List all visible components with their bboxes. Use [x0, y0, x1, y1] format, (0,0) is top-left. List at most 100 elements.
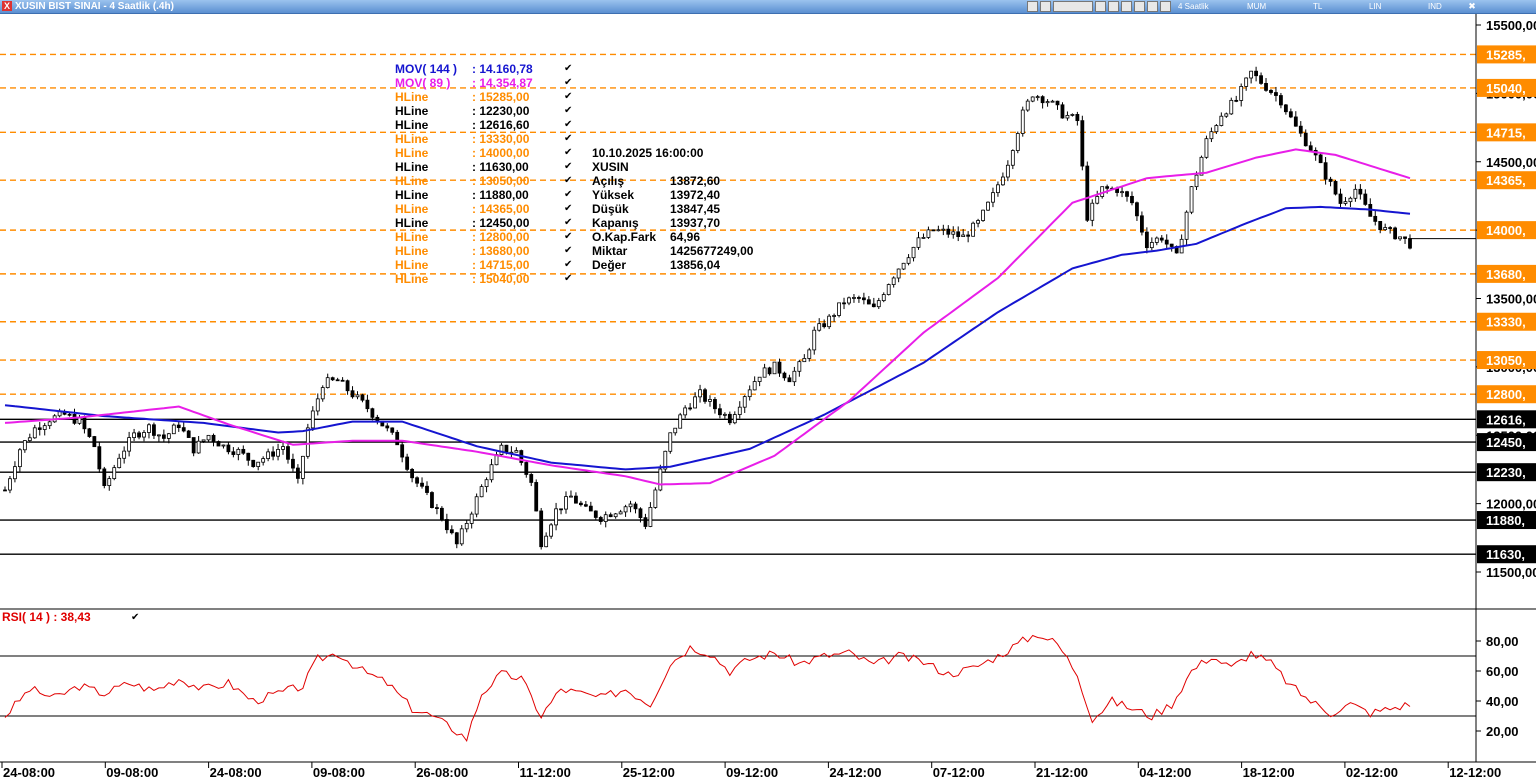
candle-body — [896, 268, 901, 279]
toolbar-scale-button[interactable]: LIN — [1369, 2, 1382, 11]
legend-check-icon[interactable]: ✔ — [564, 189, 573, 200]
candle-body — [405, 456, 410, 470]
time-tick-label: 24-08:00 — [3, 765, 55, 778]
hline-label-box — [1477, 312, 1536, 331]
toolbar-candle-button[interactable]: MUM — [1247, 2, 1267, 11]
candle-body — [861, 297, 866, 301]
info-value: 13972,40 — [670, 188, 721, 202]
legend-value: : 14000,00 — [472, 146, 530, 160]
candle-body — [166, 433, 171, 439]
toolbar-tool-icon[interactable] — [1053, 1, 1093, 12]
legend-check-icon[interactable]: ✔ — [564, 273, 573, 284]
toolbar-indicator-button[interactable]: IND — [1428, 2, 1442, 11]
candle-body — [1144, 231, 1149, 249]
candle-body — [300, 455, 305, 479]
time-tick-label: 11-12:00 — [520, 765, 571, 778]
candle-body — [891, 277, 896, 285]
candle-body — [911, 246, 916, 259]
legend-check-icon[interactable]: ✔ — [564, 77, 573, 88]
candle-body — [1269, 89, 1273, 93]
legend-check-icon[interactable]: ✔ — [564, 133, 573, 144]
candle-body — [623, 506, 628, 513]
toolbar-tool-icon[interactable] — [1040, 1, 1051, 12]
candle-body — [777, 361, 782, 374]
candle-body — [157, 434, 161, 437]
hline-label-box — [1477, 264, 1536, 283]
candle-body — [216, 441, 221, 447]
candle-body — [1030, 96, 1035, 102]
candle-body — [474, 496, 479, 515]
candle-body — [1005, 164, 1010, 178]
hline-label: 11880, — [1486, 513, 1525, 528]
candle-body — [549, 524, 554, 537]
toolbar-tool-icon[interactable] — [1121, 1, 1132, 12]
candle-body — [22, 440, 27, 451]
candle-body — [191, 437, 196, 454]
candle-body — [504, 444, 509, 453]
candle-body — [847, 297, 851, 304]
mov89-line — [4, 148, 1411, 486]
candle-body — [410, 468, 415, 479]
candle-body — [1035, 96, 1040, 99]
hline-label: 12230, — [1486, 465, 1526, 480]
rsi-check-icon[interactable]: ✔ — [131, 612, 140, 623]
info-symbol: XUSIN — [592, 160, 629, 174]
legend-name: HLine — [395, 216, 429, 230]
candle-body — [673, 427, 678, 434]
toolbar-tool-icon[interactable] — [1134, 1, 1145, 12]
hline-label-box — [1477, 171, 1536, 190]
hline-label: 15285, — [1486, 47, 1526, 62]
candle-body — [400, 444, 405, 458]
info-label: Değer — [592, 258, 627, 272]
toolbar-tool-icon[interactable] — [1160, 1, 1171, 12]
candle-body — [1283, 104, 1288, 113]
candle-body — [1075, 114, 1080, 122]
legend-check-icon[interactable]: ✔ — [564, 161, 573, 172]
legend-check-icon[interactable]: ✔ — [564, 231, 573, 242]
legend-value: : 14365,00 — [472, 202, 530, 216]
time-tick-label: 12-12:00 — [1449, 765, 1501, 778]
window-close-icon[interactable]: X — [2, 1, 12, 11]
candle-body — [1219, 115, 1224, 126]
toolbar-close-icon[interactable]: ✖ — [1468, 1, 1476, 11]
price-axis: 15500,0015000,0014500,0014000,0013500,00… — [0, 14, 1536, 763]
candle-body — [231, 451, 236, 455]
legend-check-icon[interactable]: ✔ — [564, 175, 573, 186]
toolbar-tool-icon[interactable] — [1095, 1, 1106, 12]
candle-body — [435, 507, 439, 509]
time-tick-label: 24-12:00 — [829, 765, 881, 778]
toolbar-tool-icon[interactable] — [1108, 1, 1119, 12]
legend-check-icon[interactable]: ✔ — [564, 203, 573, 214]
legend-name: HLine — [395, 272, 429, 286]
legend-check-icon[interactable]: ✔ — [564, 119, 573, 130]
legend-check-icon[interactable]: ✔ — [564, 105, 573, 116]
rsi-tick-label: 80,00 — [1486, 634, 1519, 649]
legend-check-icon[interactable]: ✔ — [564, 245, 573, 256]
legend-value: : 13050,00 — [472, 174, 530, 188]
legend-check-icon[interactable]: ✔ — [564, 91, 573, 102]
toolbar-currency-button[interactable]: TL — [1313, 2, 1323, 11]
legend-name: HLine — [395, 118, 429, 132]
candlestick-series — [3, 66, 1412, 550]
candle-body — [221, 444, 226, 447]
candle-body — [102, 468, 107, 486]
candle-body — [747, 389, 752, 398]
legend-name: HLine — [395, 230, 429, 244]
info-label: Yüksek — [592, 188, 635, 202]
legend-check-icon[interactable]: ✔ — [564, 259, 573, 270]
candle-body — [1373, 215, 1378, 222]
toolbar-period-button[interactable]: 4 Saatlik — [1178, 2, 1209, 11]
candle-body — [603, 514, 608, 522]
legend-check-icon[interactable]: ✔ — [564, 217, 573, 228]
candle-body — [454, 532, 459, 545]
candle-body — [713, 399, 717, 410]
info-value: 64,96 — [670, 230, 701, 244]
legend-check-icon[interactable]: ✔ — [564, 147, 573, 158]
toolbar-tool-icon[interactable] — [1027, 1, 1038, 12]
toolbar-tool-icon[interactable] — [1147, 1, 1158, 12]
legend-value: : 12800,00 — [472, 230, 530, 244]
candle-body — [529, 474, 534, 483]
candle-body — [1254, 70, 1258, 77]
legend-check-icon[interactable]: ✔ — [564, 63, 573, 74]
